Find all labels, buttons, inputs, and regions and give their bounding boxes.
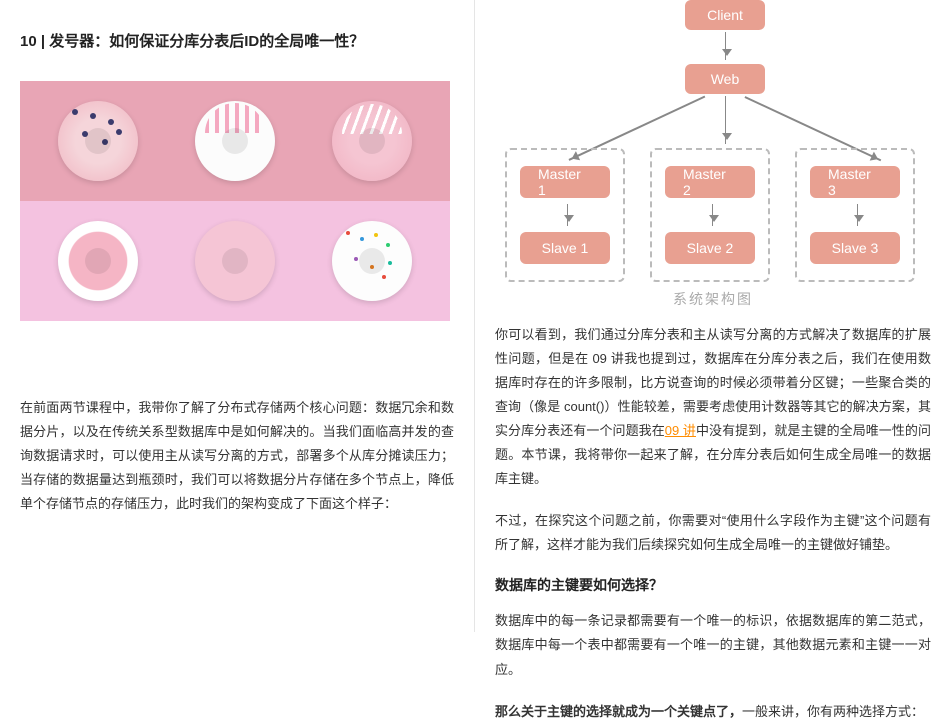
hero-image-donuts bbox=[20, 81, 450, 321]
donut-sprinkles bbox=[332, 221, 412, 301]
article-title: 10 | 发号器：如何保证分库分表后ID的全局唯一性？ bbox=[20, 30, 454, 51]
node-master-3: Master 3 bbox=[810, 166, 900, 198]
node-slave-3: Slave 3 bbox=[810, 232, 900, 264]
donut-blueberry bbox=[58, 101, 138, 181]
node-master-1: Master 1 bbox=[520, 166, 610, 198]
right-para-1a: 你可以看到，我们通过分库分表和主从读写分离的方式解决了数据库的扩展性问题，但是在… bbox=[495, 327, 931, 438]
section-heading-pk: 数据库的主键要如何选择？ bbox=[495, 575, 931, 595]
donut-pink-glaze bbox=[58, 221, 138, 301]
right-para-3: 数据库中的每一条记录都需要有一个唯一的标识，依据数据库的第二范式，数据库中每一个… bbox=[495, 609, 931, 681]
node-slave-1: Slave 1 bbox=[520, 232, 610, 264]
right-para-4-rest: 一般来讲，你有两种选择方式： bbox=[742, 704, 924, 719]
right-para-1: 你可以看到，我们通过分库分表和主从读写分离的方式解决了数据库的扩展性问题，但是在… bbox=[495, 323, 931, 491]
left-column: 10 | 发号器：如何保证分库分表后ID的全局唯一性？ 在前面两节课程中，我带你… bbox=[0, 0, 475, 632]
db-group-3: Master 3 Slave 3 bbox=[795, 148, 915, 282]
donut-white-striped bbox=[195, 101, 275, 181]
node-client: Client bbox=[685, 0, 765, 30]
arrow-client-web bbox=[725, 32, 726, 60]
arrow-m1-s1 bbox=[567, 204, 568, 226]
right-para-4: 那么关于主键的选择就成为一个关键点了，一般来讲，你有两种选择方式： bbox=[495, 700, 931, 724]
donut-row-top bbox=[20, 81, 450, 201]
architecture-diagram: Client Web Master 1 Slave 1 Master 2 Sla… bbox=[495, 0, 931, 285]
intro-paragraph: 在前面两节课程中，我带你了解了分布式存储两个核心问题：数据冗余和数据分片，以及在… bbox=[20, 396, 454, 516]
arrow-m3-s3 bbox=[857, 204, 858, 226]
donut-plain-pink bbox=[195, 221, 275, 301]
link-lesson-09[interactable]: 09 讲 bbox=[665, 423, 696, 438]
donut-row-bottom bbox=[20, 201, 450, 321]
node-web: Web bbox=[685, 64, 765, 94]
right-para-4-bold: 那么关于主键的选择就成为一个关键点了， bbox=[495, 704, 742, 719]
diagram-caption: 系统架构图 bbox=[495, 289, 931, 309]
node-slave-2: Slave 2 bbox=[665, 232, 755, 264]
node-master-2: Master 2 bbox=[665, 166, 755, 198]
donut-pink-drizzle bbox=[332, 101, 412, 181]
arrow-m2-s2 bbox=[712, 204, 713, 226]
db-group-1: Master 1 Slave 1 bbox=[505, 148, 625, 282]
db-group-2: Master 2 Slave 2 bbox=[650, 148, 770, 282]
arrow-web-box2 bbox=[725, 96, 726, 144]
right-para-2: 不过，在探究这个问题之前，你需要对“使用什么字段作为主键”这个问题有所了解，这样… bbox=[495, 509, 931, 557]
right-column: Client Web Master 1 Slave 1 Master 2 Sla… bbox=[475, 0, 951, 632]
